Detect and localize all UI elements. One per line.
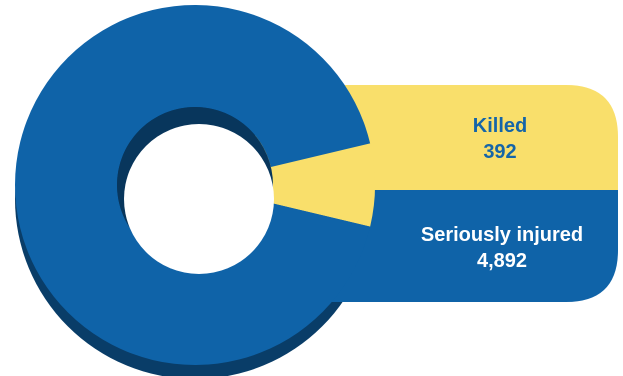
donut-slices: [15, 5, 375, 366]
callout-label-seriously-injured: Seriously injured 4,892: [392, 222, 612, 274]
slice-label-killed: Killed: [472, 115, 528, 137]
slice-value-seriously-injured: 4,892: [476, 250, 528, 272]
slice-seriously-injured: [15, 5, 371, 366]
donut-center: [124, 124, 274, 274]
donut-hole: [117, 107, 274, 274]
callout-label-killed: Killed 392: [400, 113, 600, 165]
slice-killed: [270, 143, 375, 227]
slice-value-killed: 392: [483, 141, 517, 163]
slice-label-seriously-injured: Seriously injured: [420, 224, 584, 246]
